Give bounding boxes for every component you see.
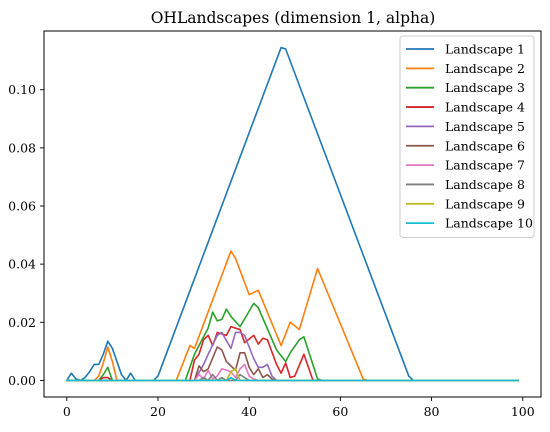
chart-title: OHLandscapes (dimension 1, alpha) [151, 9, 436, 27]
legend-label-4: Landscape 4 [445, 100, 525, 115]
y-tick-label: 0.06 [8, 199, 36, 214]
legend-label-5: Landscape 5 [445, 119, 525, 134]
y-tick-label: 0.00 [8, 373, 36, 388]
legend-label-9: Landscape 9 [445, 196, 525, 211]
series-line-1 [65, 46, 519, 382]
x-tick-label: 80 [424, 404, 440, 419]
legend-label-1: Landscape 1 [445, 42, 525, 57]
legend-label-2: Landscape 2 [445, 61, 525, 76]
x-tick-label: 60 [332, 404, 348, 419]
y-tick-label: 0.10 [8, 82, 36, 97]
plot-area [65, 46, 519, 382]
series-line-2 [66, 250, 519, 382]
axes-frame [43, 30, 542, 398]
series-line-8 [66, 373, 519, 382]
legend-label-8: Landscape 8 [445, 177, 525, 192]
legend: Landscape 1 Landscape 2 Landscape 3 Landsca… [399, 35, 535, 238]
series-line-5 [66, 331, 519, 382]
legend-label-6: Landscape 6 [445, 138, 525, 153]
y-axis: 0.00 0.02 0.04 0.06 0.08 0.10 [8, 82, 44, 388]
x-tick-label: 0 [63, 404, 71, 419]
x-tick-label: 20 [150, 404, 166, 419]
legend-label-10: Landscape 10 [445, 216, 533, 231]
y-tick-label: 0.02 [8, 315, 36, 330]
x-tick-label: 100 [511, 404, 535, 419]
x-axis: 0 20 40 60 80 100 [63, 397, 535, 419]
series-line-4 [66, 325, 519, 382]
y-tick-label: 0.04 [8, 257, 36, 272]
series-line-10 [66, 376, 519, 382]
series-line-6 [66, 346, 519, 382]
series-line-7 [66, 363, 519, 382]
legend-label-7: Landscape 7 [445, 158, 525, 173]
series-line-3 [66, 302, 519, 382]
x-tick-label: 40 [241, 404, 257, 419]
legend-label-3: Landscape 3 [445, 80, 525, 95]
legend-box [399, 35, 535, 238]
y-tick-label: 0.08 [8, 140, 36, 155]
